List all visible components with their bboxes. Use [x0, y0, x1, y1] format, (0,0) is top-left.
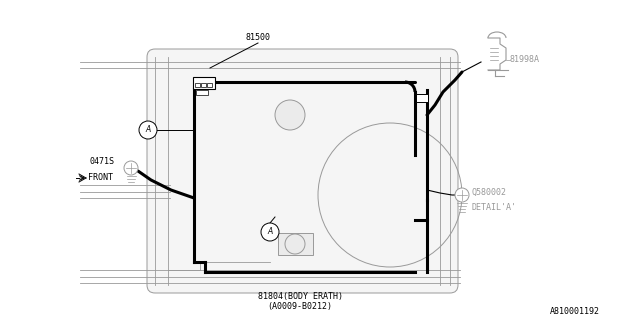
Circle shape — [455, 188, 469, 202]
Text: 81804(BODY ERATH): 81804(BODY ERATH) — [257, 292, 342, 301]
Circle shape — [139, 121, 157, 139]
Text: Q580002: Q580002 — [472, 188, 507, 196]
Bar — [416, 94, 428, 102]
Text: A810001192: A810001192 — [550, 308, 600, 316]
Text: DETAIL'A': DETAIL'A' — [472, 203, 517, 212]
Text: 81998A: 81998A — [510, 55, 540, 65]
Bar — [278, 233, 313, 255]
Text: (A0009-B0212): (A0009-B0212) — [268, 302, 333, 311]
Bar — [201, 83, 206, 87]
FancyBboxPatch shape — [147, 49, 458, 293]
Circle shape — [124, 161, 138, 175]
Circle shape — [261, 223, 279, 241]
Text: 81500: 81500 — [246, 34, 271, 43]
Circle shape — [275, 100, 305, 130]
Bar — [207, 83, 212, 87]
Circle shape — [285, 234, 305, 254]
Text: 0471S: 0471S — [90, 157, 115, 166]
Bar — [193, 77, 215, 89]
Bar — [195, 83, 200, 87]
Text: A: A — [145, 125, 150, 134]
Bar — [196, 90, 208, 95]
Text: FRONT: FRONT — [88, 173, 113, 182]
Text: A: A — [268, 228, 273, 236]
